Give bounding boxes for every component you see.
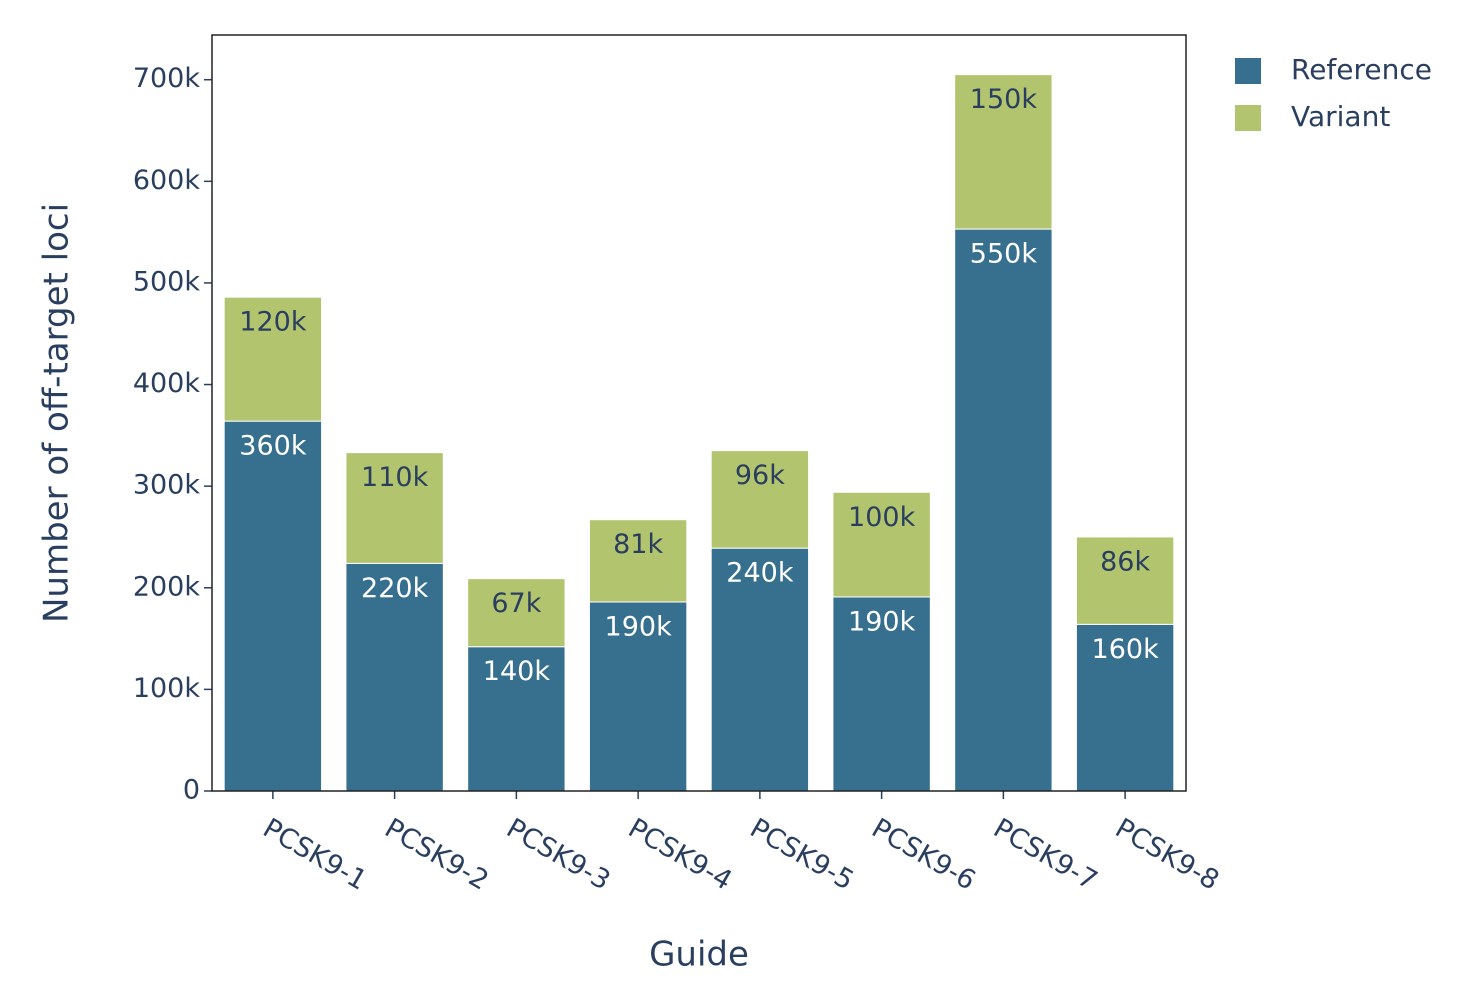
bar-segment — [223, 296, 323, 422]
bar-segment — [345, 452, 444, 564]
x-tick-label: PCSK9-4 — [623, 813, 737, 897]
value-label: 220k — [361, 573, 429, 604]
bar-segment — [954, 228, 1053, 792]
y-tick-label: 200k — [133, 571, 201, 602]
x-tick-label: PCSK9-5 — [745, 813, 859, 897]
bar-segment — [467, 578, 566, 648]
legend-label: Variant — [1291, 100, 1390, 133]
x-tick-label: PCSK9-8 — [1110, 813, 1224, 897]
y-tick-label: 700k — [133, 63, 201, 94]
x-tick-label: PCSK9-1 — [258, 813, 372, 897]
value-label: 96k — [735, 460, 785, 491]
value-label: 150k — [970, 84, 1038, 115]
bar-segment — [467, 646, 566, 792]
value-label: 67k — [491, 588, 541, 619]
value-label: 140k — [483, 656, 551, 687]
value-label: 360k — [239, 431, 307, 462]
value-label: 160k — [1092, 634, 1160, 665]
y-tick-label: 600k — [133, 165, 201, 196]
x-axis-title: Guide — [649, 935, 749, 975]
bar-segment — [954, 74, 1053, 230]
bar-segment — [832, 491, 931, 598]
plot-frame — [211, 34, 1187, 792]
legend-swatch — [1235, 105, 1261, 131]
x-tick-label: PCSK9-2 — [379, 813, 493, 897]
value-label: 100k — [848, 502, 916, 533]
bar-segment — [710, 450, 810, 549]
legend-label: Reference — [1291, 53, 1432, 86]
bar-segment — [223, 420, 323, 792]
value-label: 190k — [848, 606, 916, 637]
value-label: 240k — [726, 558, 794, 589]
bar-segment — [832, 596, 931, 792]
value-label: 110k — [361, 462, 429, 493]
y-tick-label: 0 — [183, 775, 200, 806]
legend-swatch — [1235, 58, 1261, 84]
bar-segment — [588, 601, 688, 792]
value-label: 120k — [239, 307, 307, 338]
value-label: 190k — [605, 612, 673, 643]
y-tick-label: 300k — [133, 470, 201, 501]
x-tick-label: PCSK9-3 — [501, 813, 615, 897]
bar-segment — [710, 547, 810, 792]
y-axis-title: Number of off-target loci — [37, 203, 77, 623]
bar-segment — [1075, 623, 1175, 792]
value-label: 86k — [1100, 546, 1150, 577]
x-tick-label: PCSK9-6 — [866, 813, 980, 897]
bar-segment — [1075, 536, 1175, 625]
value-label: 81k — [613, 529, 663, 560]
y-tick-label: 500k — [133, 266, 201, 297]
y-tick-label: 400k — [133, 368, 201, 399]
value-label: 550k — [970, 239, 1038, 270]
y-tick-label: 100k — [133, 673, 201, 704]
bar-segment — [588, 519, 688, 603]
x-tick-label: PCSK9-7 — [988, 813, 1102, 897]
